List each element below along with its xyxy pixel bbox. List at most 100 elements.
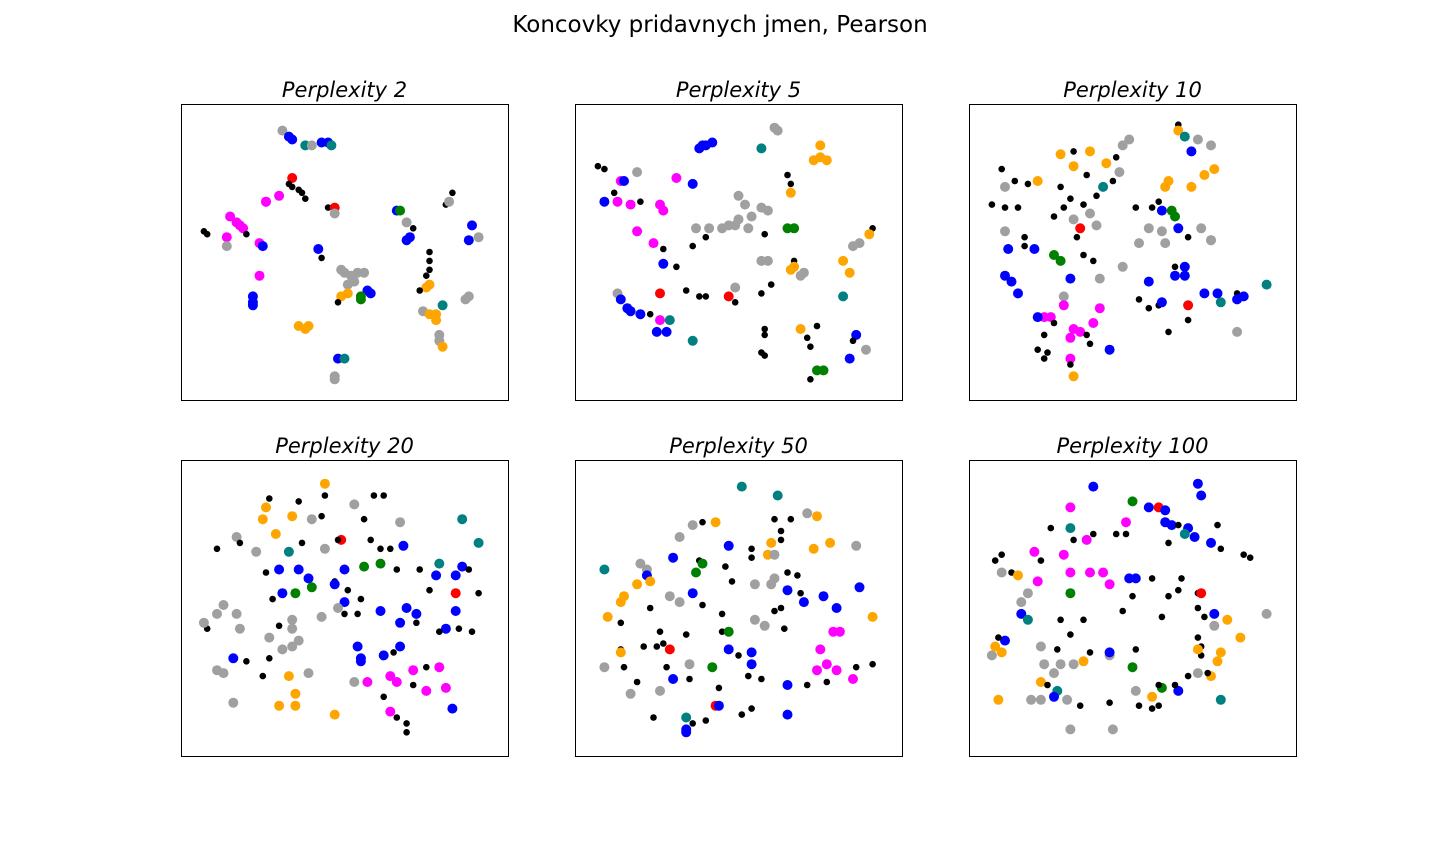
data-point-blue [1000,635,1010,646]
data-point-orange [710,517,721,528]
data-point-teal [339,353,350,364]
data-point-black [728,578,736,585]
data-point-magenta [612,196,623,207]
data-point-magenta [1065,567,1076,578]
data-point-gray [287,614,298,625]
data-point-blue [658,258,669,269]
data-point-blue [1189,532,1200,542]
data-point-blue [365,288,376,299]
data-point-black [610,189,618,197]
data-point-magenta [1065,353,1076,364]
data-point-black [1057,183,1064,191]
data-point-teal [736,481,747,492]
data-point-gray [1000,226,1010,237]
data-point-black [761,325,768,333]
data-point-gray [1232,326,1243,337]
data-point-gray [635,558,646,569]
data-point-gray [769,549,780,560]
data-point-blue [782,585,793,596]
data-point-black [1119,607,1126,615]
data-point-black [1086,649,1094,656]
data-point-gray [306,140,317,151]
data-point-green [707,662,718,673]
data-point-black [807,376,814,383]
data-point-gray [316,611,327,622]
data-point-teal [1215,297,1226,308]
data-point-gray [599,662,610,673]
data-point-orange [795,324,806,334]
data-point-black [426,266,433,274]
data-point-black [1171,681,1179,689]
data-point-black [259,672,267,680]
data-point-green [395,205,406,216]
data-point-blue [450,570,461,581]
data-point-orange [1186,181,1197,192]
data-point-gray [1062,694,1073,705]
data-point-blue [1013,288,1023,299]
data-point-gray [704,223,715,234]
data-point-black [777,604,785,612]
data-point-black [1165,539,1172,547]
data-point-black [1175,586,1182,594]
data-point-magenta [821,659,832,670]
data-point-teal [1065,523,1076,534]
data-point-black [475,589,482,597]
data-point-orange [1235,632,1246,643]
data-point-black [660,640,667,647]
data-point-blue [1104,647,1115,658]
data-point-black [354,610,361,618]
data-point-black [823,678,831,686]
data-point-black [390,649,397,656]
data-point-gray [1117,261,1128,272]
data-point-gray [228,697,239,708]
data-point-black [722,563,729,570]
data-point-black [236,539,244,547]
data-point-black [393,714,401,721]
data-point-gray [1206,140,1216,151]
data-point-blue [798,597,809,608]
data-point-blue [401,603,412,613]
data-point-black [465,566,473,573]
data-point-black [696,293,703,300]
data-point-gray [730,282,741,293]
data-point-gray [762,205,773,216]
data-point-black [640,643,647,650]
data-point-black [1021,233,1028,241]
data-point-blue [1003,244,1014,254]
data-point-black [455,625,463,632]
data-point-black [1184,233,1192,241]
data-point-red [287,173,298,183]
data-point-black [1070,148,1077,155]
data-point-orange [1068,161,1079,172]
data-point-black [360,515,368,523]
data-point-gray [1206,235,1216,246]
data-point-black [1175,521,1182,529]
data-point-gray [234,623,245,634]
data-point-magenta [815,644,826,655]
subplot-title: Perplexity 20 [275,434,414,458]
data-point-black [1011,177,1019,185]
data-point-blue [1016,608,1027,619]
data-point-blue [1000,270,1010,281]
data-point-magenta [1045,312,1056,323]
data-point-gray [1022,588,1033,599]
data-point-black [601,165,608,173]
data-point-blue [303,573,314,584]
data-point-black [243,658,250,665]
data-point-blue [1143,502,1154,513]
subplot-6: Perplexity 100 [969,434,1297,757]
data-point-black [1034,346,1041,354]
data-point-black [745,672,752,680]
data-point-black [1129,592,1136,600]
data-point-black [761,230,768,238]
data-point-black [663,663,670,671]
data-point-black [702,293,710,300]
data-point-green [818,365,829,376]
data-point-blue [1156,205,1167,216]
data-point-black [637,198,644,205]
data-point-black [1194,634,1202,641]
data-point-black [995,634,1002,641]
data-point-gray [861,344,871,355]
data-point-teal [434,558,445,569]
data-point-blue [687,178,698,189]
